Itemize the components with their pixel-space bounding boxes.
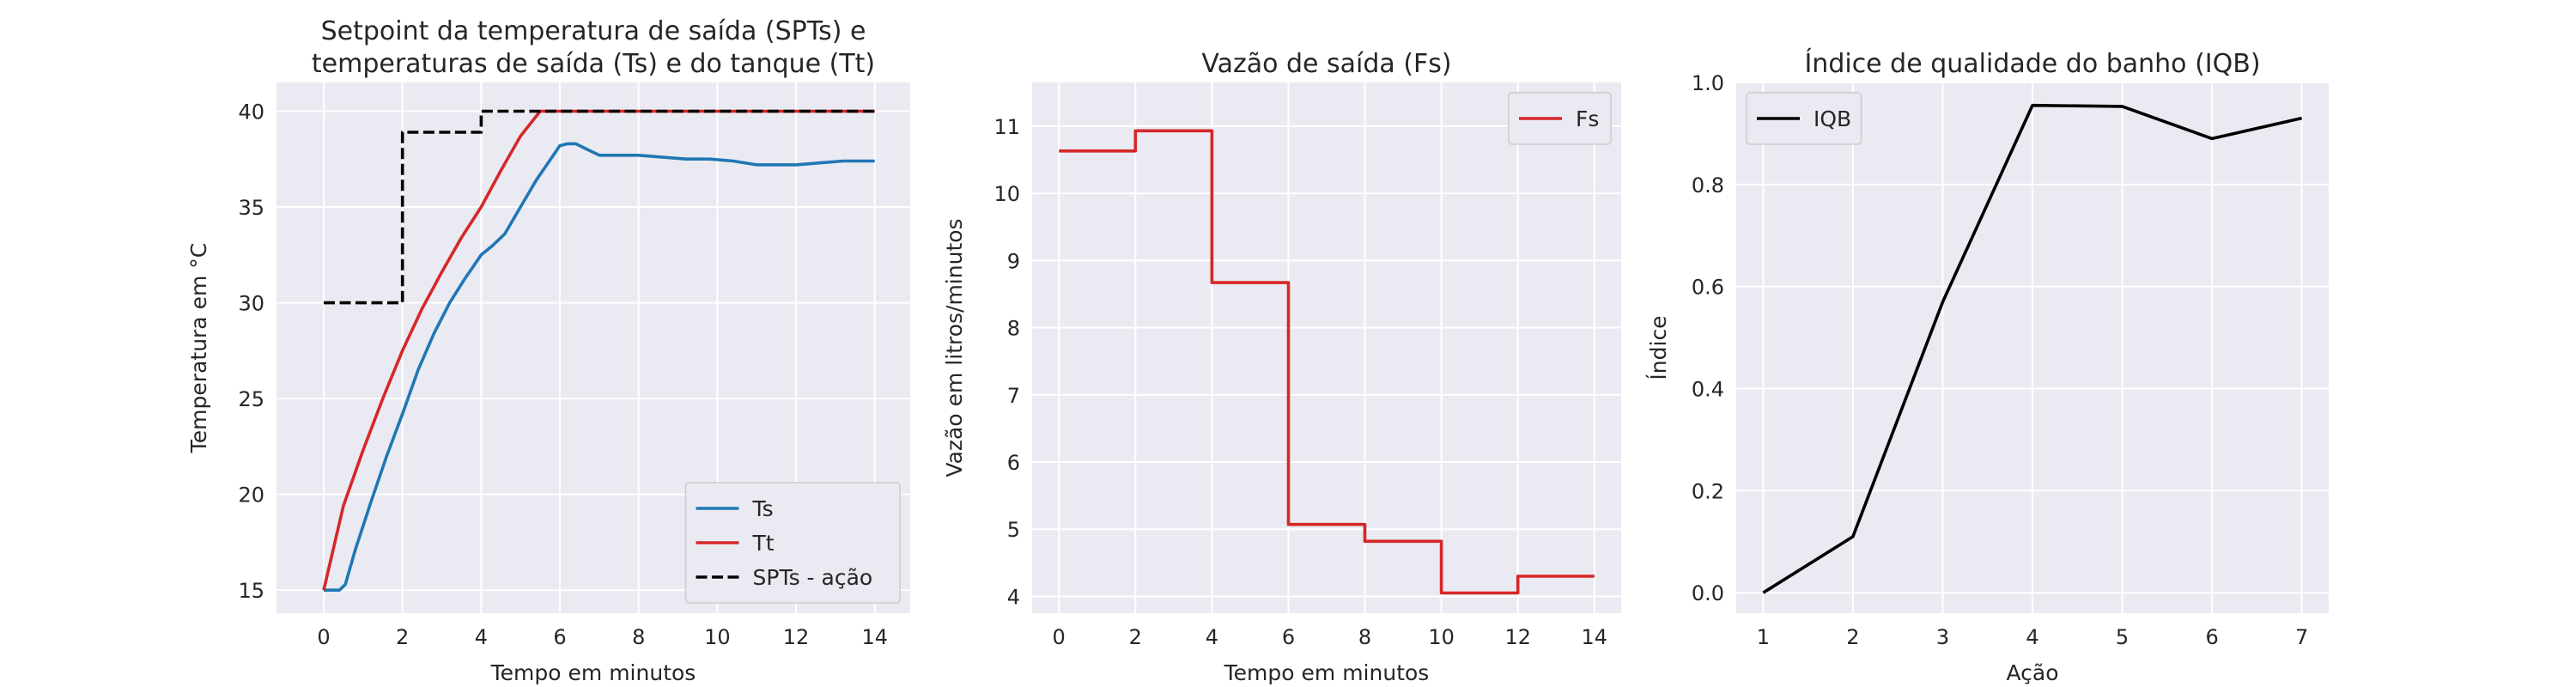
- x-tick-label: 2: [1846, 625, 1859, 649]
- x-tick-label: 2: [396, 625, 409, 649]
- chart-title: temperaturas de saída (Ts) e do tanque (…: [312, 49, 875, 79]
- series-line-ts: [324, 142, 875, 593]
- y-tick-label: 35: [238, 196, 264, 220]
- chart-title: Vazão de saída (Fs): [1201, 49, 1451, 79]
- x-tick-label: 12: [783, 625, 810, 649]
- y-tick-label: 0.6: [1692, 276, 1724, 300]
- x-tick-label: 14: [861, 625, 888, 649]
- y-tick-label: 30: [238, 292, 264, 316]
- legend-label: SPTs - ação: [753, 565, 873, 590]
- y-tick-label: 25: [238, 387, 264, 411]
- x-axis-label: Tempo em minutos: [490, 660, 696, 685]
- y-tick-label: 0.8: [1692, 173, 1724, 198]
- x-tick-label: 8: [632, 625, 645, 649]
- y-tick-label: 20: [238, 483, 264, 508]
- x-tick-label: 4: [2026, 625, 2038, 649]
- x-tick-label: 6: [553, 625, 566, 649]
- y-tick-label: 1.0: [1692, 71, 1724, 95]
- y-tick-label: 8: [1007, 317, 1020, 341]
- chart-2: 0 2 4 6 8 10 12 14 4 5 6 7 8 9 10 11 Vazão de saída (Fs)…: [942, 49, 1621, 685]
- y-tick-label: 0.4: [1692, 378, 1724, 402]
- series-line-iqb: [1762, 103, 2302, 594]
- y-tick-label: 40: [238, 100, 264, 124]
- legend: IQB: [1746, 92, 1862, 145]
- x-tick-label: 10: [1428, 625, 1455, 649]
- y-tick-label: 6: [1007, 451, 1020, 475]
- chart-title: Setpoint da temperatura de saída (SPTs) …: [321, 16, 866, 46]
- y-tick-label: 4: [1007, 585, 1020, 609]
- x-tick-label: 6: [2205, 625, 2218, 649]
- x-tick-label: 7: [2295, 625, 2308, 649]
- x-tick-label: 14: [1582, 625, 1608, 649]
- y-tick-label: 5: [1007, 518, 1020, 542]
- x-tick-label: 8: [1358, 625, 1371, 649]
- x-tick-label: 5: [2116, 625, 2129, 649]
- plot-area: [1032, 82, 1621, 613]
- x-tick-label: 4: [475, 625, 488, 649]
- y-axis-label: Índice: [1646, 315, 1671, 380]
- legend-label: Tt: [752, 531, 775, 556]
- x-tick-label: 0: [1053, 625, 1066, 649]
- chart-3: 1 2 3 4 5 6 7 0.0 0.2 0.4 0.6 0.8 1.0 Índice de quali…: [1646, 48, 2329, 685]
- legend-label: IQB: [1814, 106, 1851, 131]
- x-axis-label: Ação: [2006, 660, 2058, 685]
- x-tick-label: 12: [1504, 625, 1531, 649]
- legend-label: Ts: [752, 496, 774, 521]
- legend-box: [684, 482, 901, 604]
- y-tick-label: 10: [993, 182, 1020, 206]
- legend: Ts Tt SPTs - ação: [684, 482, 901, 604]
- legend-label: Fs: [1576, 106, 1599, 131]
- y-tick-label: 0.0: [1692, 581, 1724, 605]
- x-tick-label: 1: [1757, 625, 1770, 649]
- y-tick-label: 7: [1007, 384, 1020, 408]
- series-line-spts-a-o: [324, 109, 875, 305]
- x-axis-label: Tempo em minutos: [1224, 660, 1430, 685]
- x-tick-label: 10: [704, 625, 731, 649]
- x-tick-label: 6: [1282, 625, 1295, 649]
- x-tick-label: 0: [317, 625, 330, 649]
- chart-title: Índice de qualidade do banho (IQB): [1804, 48, 2260, 79]
- chart-1: 0 2 4 6 8 10 12 14 15 20 25 30 35 40 Setpoint da tempe…: [186, 16, 910, 685]
- y-tick-label: 9: [1007, 249, 1020, 273]
- y-axis-label: Vazão em litros/minutos: [942, 218, 967, 477]
- y-axis-label: Temperatura em °C: [186, 243, 211, 453]
- y-tick-label: 11: [993, 115, 1020, 139]
- x-tick-label: 3: [1936, 625, 1949, 649]
- x-tick-label: 2: [1129, 625, 1142, 649]
- y-tick-label: 0.2: [1692, 479, 1724, 503]
- x-tick-label: 4: [1206, 625, 1218, 649]
- series-line-fs: [1059, 129, 1595, 595]
- legend-box: [1746, 92, 1862, 145]
- y-tick-label: 15: [238, 579, 264, 603]
- legend: Fs: [1508, 92, 1612, 145]
